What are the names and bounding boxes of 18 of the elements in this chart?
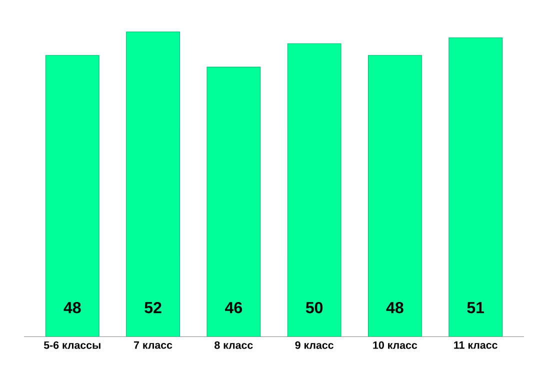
bar xyxy=(45,55,100,337)
data-label: 48 xyxy=(64,302,81,314)
bar xyxy=(368,55,422,337)
data-label: 51 xyxy=(467,302,484,314)
bar xyxy=(126,32,180,337)
x-tick-label: 9 класс xyxy=(295,341,334,349)
x-tick-label: 10 класс xyxy=(373,341,418,349)
data-label: 52 xyxy=(144,302,162,314)
x-tick-label: 11 класс xyxy=(454,341,498,349)
x-tick-label: 5-6 классы xyxy=(44,341,100,349)
bar xyxy=(448,37,503,337)
bar xyxy=(206,66,261,337)
x-tick-label: 7 класс xyxy=(134,341,172,349)
x-tick-label: 8 класс xyxy=(214,341,253,349)
data-label: 46 xyxy=(225,302,242,314)
data-label: 50 xyxy=(306,302,323,314)
bar xyxy=(287,43,342,337)
data-label: 48 xyxy=(386,302,404,314)
